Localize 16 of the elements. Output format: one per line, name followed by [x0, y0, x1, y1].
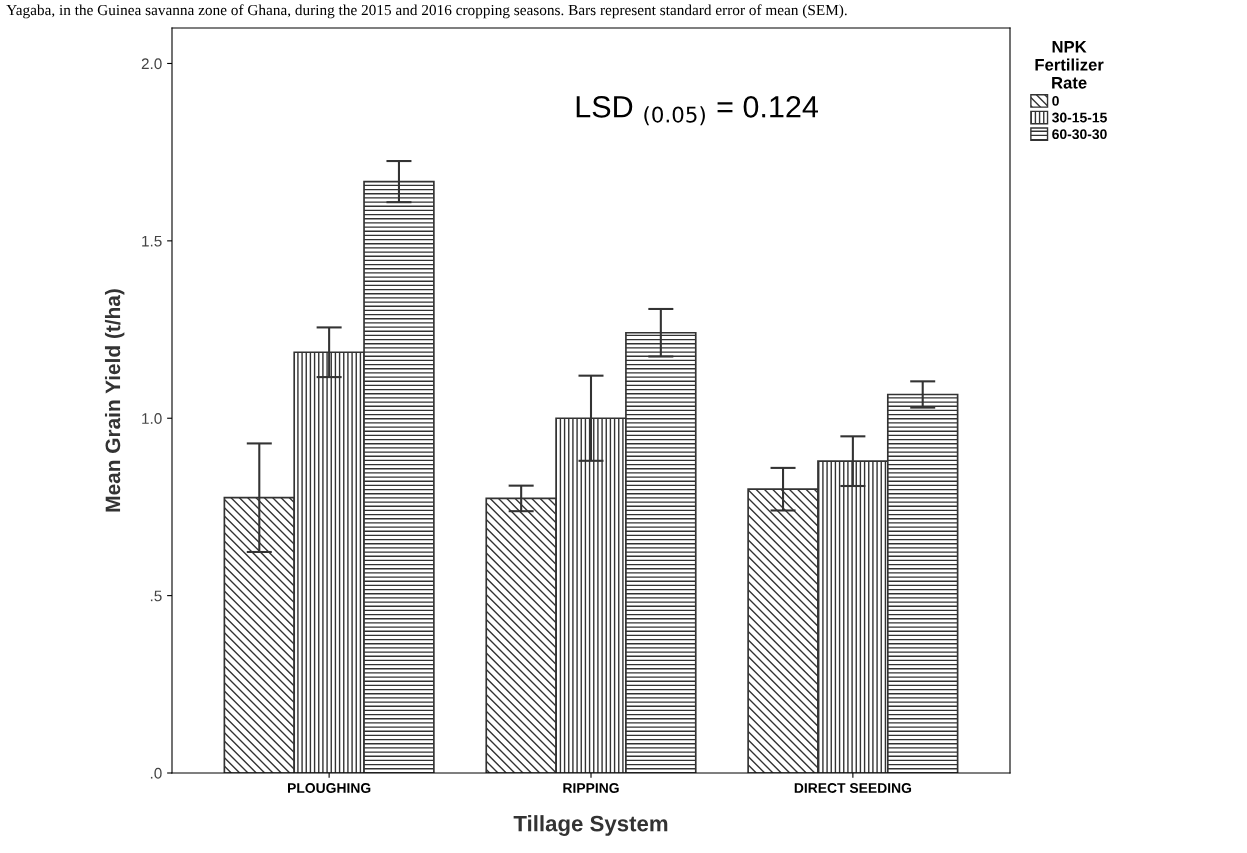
y-tick-label: .0 [150, 767, 162, 779]
annotation: LSD $_{(0.05)}$ = 0.124 [576, 96, 818, 126]
legend-title: NPK Fertilizer Rate [1035, 41, 1104, 89]
x-tick-label: DIRECT SEEDING [794, 783, 912, 793]
legend-label: 60-30-30 [1052, 129, 1107, 140]
y-tick-label: 1.5 [142, 235, 162, 247]
x-axis-title: Tillage System [513, 815, 668, 836]
chart-title: Yagaba, in the Guinea savanna zone of Ghana, during the 2015 and 2016 cropping seasons. Bars represent standard error of mean (SEM). [6, 4, 847, 19]
y-tick-label: .5 [150, 590, 162, 602]
legend-label: 30-15-15 [1052, 112, 1107, 123]
y-axis-title: Mean Grain Yield (t/ha) [104, 289, 125, 512]
legend-label: 0 [1052, 95, 1059, 106]
x-tick-label: PLOUGHING [288, 783, 371, 793]
x-tick-label: RIPPING [563, 783, 619, 793]
y-tick-label: 1.0 [142, 413, 162, 424]
y-tick-label: 2.0 [141, 58, 162, 70]
